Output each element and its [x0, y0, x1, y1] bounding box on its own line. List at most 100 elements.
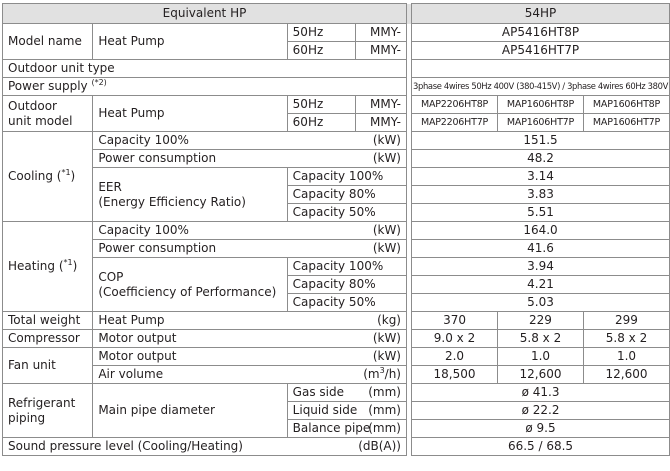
fan-motor-value-2: 1.0: [497, 347, 584, 366]
sound-label: Sound pressure level (Cooling/Heating): [8, 439, 243, 453]
cop-label: COP (Coefficiency of Performance): [92, 257, 288, 312]
heating-capacity-unit: (kW): [372, 223, 401, 237]
cop-value-80: 4.21: [411, 275, 670, 294]
cooling-capacity-value: 151.5: [411, 131, 670, 150]
eer-row-100: EER (Energy Efficiency Ratio) Capacity 10…: [3, 167, 670, 222]
total-weight-value-2: 229: [497, 311, 584, 330]
cop-value-100: 3.94: [411, 257, 670, 276]
outdoor-model-60hz-3: MAP1606HT7P: [582, 113, 670, 132]
outdoor-model-60hz-1: MAP2206HT7P: [411, 113, 498, 132]
power-supply-row: Power supply (*2) 3phase 4wires 50Hz 400…: [2, 77, 670, 96]
compressor-cell: (kW) Motor output: [92, 329, 407, 348]
refrigerant-balance-unit: (mm): [368, 421, 401, 435]
eer-value-100: 3.14: [411, 167, 670, 186]
power-supply-value: 3phase 4wires 50Hz 400V (380-415V) / 3ph…: [411, 77, 670, 96]
model-name-prefix-50hz: MMY-: [355, 23, 407, 42]
compressor-row: Compressor (kW) Motor output 9.0 x 2 5.8 …: [1, 329, 670, 348]
refrigerant-gas-cell: (mm) Gas side: [286, 383, 408, 402]
refrigerant-liquid-unit: (mm): [368, 403, 401, 417]
eer-row-50: Capacity 50% 5.51: [3, 203, 670, 222]
equivalent-hp-value: 54HP: [411, 3, 670, 24]
cop-capacity-50: Capacity 50%: [286, 293, 408, 312]
heating-label: Heating (*1): [1, 221, 94, 312]
refrigerant-balance-cell: (mm) Balance pipe: [286, 419, 408, 438]
heating-power-unit: (kW): [372, 241, 401, 255]
fan-air-unit: (m3/h): [363, 366, 401, 382]
heating-capacity-row: Heating (*1) (kW) Capacity 100% 164.0: [1, 221, 670, 312]
refrigerant-gas-value: ø 41.3: [411, 383, 670, 402]
model-name-60hz: 60Hz: [286, 41, 357, 60]
fan-motor-value-3: 1.0: [582, 347, 670, 366]
model-name-row-50hz: Model name Heat Pump 50Hz MMY- AP5416HT8…: [1, 23, 670, 60]
model-name-label: Model name: [1, 23, 94, 60]
outdoor-unit-model-label: Outdoor unit model: [1, 95, 94, 132]
heating-power-value: 41.6: [411, 239, 670, 258]
fan-unit-label: Fan unit: [1, 347, 94, 384]
total-weight-cell: (kg) Heat Pump: [92, 311, 407, 330]
model-name-value-50hz: AP5416HT8P: [411, 23, 670, 42]
total-weight-sub: Heat Pump: [98, 313, 165, 327]
eer-capacity-80: Capacity 80%: [286, 185, 408, 204]
heating-power-cell: (kW) Power consumption: [92, 239, 407, 258]
power-supply-label: Power supply (*2): [2, 77, 407, 96]
heating-capacity-value: 164.0: [411, 221, 670, 240]
fan-air-row: (m3/h) Air volume 18,500 12,600 12,600: [3, 365, 670, 384]
compressor-unit: (kW): [372, 331, 401, 345]
power-supply-note: (*2): [91, 78, 107, 87]
heating-power-row: (kW) Power consumption 41.6: [3, 239, 670, 258]
fan-air-value-3: 12,600: [582, 365, 670, 384]
cop-capacity-80: Capacity 80%: [286, 275, 408, 294]
fan-motor-unit: (kW): [372, 349, 401, 363]
refrigerant-liquid-value: ø 22.2: [411, 401, 670, 420]
cooling-capacity-row: Cooling (*1) (kW) Capacity 100% 151.5: [1, 131, 670, 222]
cop-value-50: 5.03: [411, 293, 670, 312]
cooling-capacity-label: Capacity 100%: [98, 133, 189, 147]
cop-row-50: Capacity 50% 5.03: [3, 293, 670, 312]
fan-motor-row: Fan unit (kW) Motor output 2.0 1.0 1.0: [1, 347, 670, 384]
refrigerant-balance-label: Balance pipe: [292, 421, 371, 435]
outdoor-model-50hz-2: MAP1606HT8P: [497, 95, 584, 114]
heating-capacity-cell: (kW) Capacity 100%: [92, 221, 407, 240]
refrigerant-gas-unit: (mm): [368, 385, 401, 399]
sound-value: 66.5 / 68.5: [411, 437, 670, 456]
refrigerant-liquid-row: (mm) Liquid side ø 22.2: [3, 401, 670, 420]
heating-power-label: Power consumption: [98, 241, 217, 255]
refrigerant-liquid-cell: (mm) Liquid side: [286, 401, 408, 420]
total-weight-unit: (kg): [377, 313, 401, 327]
sound-row: (dB(A)) Sound pressure level (Cooling/Hea…: [2, 437, 670, 456]
fan-air-value-1: 18,500: [411, 365, 498, 384]
compressor-value-2: 5.8 x 2: [497, 329, 584, 348]
model-name-value-60hz: AP5416HT7P: [411, 41, 670, 60]
outdoor-unit-type-row: Outdoor unit type: [2, 59, 670, 78]
compressor-sub: Motor output: [98, 331, 177, 345]
model-name-row-60hz: 60Hz MMY- AP5416HT7P: [3, 41, 670, 60]
refrigerant-balance-value: ø 9.5: [411, 419, 670, 438]
cop-row-100: COP (Coefficiency of Performance) Capacit…: [3, 257, 670, 312]
refrigerant-label: Refrigerant piping: [1, 383, 94, 438]
eer-value-50: 5.51: [411, 203, 670, 222]
fan-air-cell: (m3/h) Air volume: [92, 365, 407, 384]
cooling-power-cell: (kW) Power consumption: [92, 149, 407, 168]
compressor-value-3: 5.8 x 2: [582, 329, 670, 348]
fan-air-label: Air volume: [98, 367, 164, 381]
heating-capacity-label: Capacity 100%: [98, 223, 189, 237]
outdoor-model-50hz-3: MAP1606HT8P: [582, 95, 670, 114]
equivalent-hp-label: Equivalent HP: [2, 3, 407, 24]
fan-motor-cell: (kW) Motor output: [92, 347, 407, 366]
model-name-prefix-60hz: MMY-: [355, 41, 407, 60]
total-weight-value-1: 370: [411, 311, 498, 330]
refrigerant-liquid-label: Liquid side: [292, 403, 358, 417]
model-name-sub: Heat Pump: [92, 23, 288, 60]
eer-value-80: 3.83: [411, 185, 670, 204]
outdoor-unit-model-row-50hz: Outdoor unit model Heat Pump 50Hz MMY- MA…: [1, 95, 670, 132]
refrigerant-gas-row: Refrigerant piping Main pipe diameter (mm…: [1, 383, 670, 438]
sound-cell: (dB(A)) Sound pressure level (Cooling/Hea…: [2, 437, 407, 456]
outdoor-unit-model-prefix-60hz: MMY-: [355, 113, 407, 132]
outdoor-unit-type-label: Outdoor unit type: [2, 59, 407, 78]
refrigerant-gas-label: Gas side: [292, 385, 344, 399]
header-row: Equivalent HP 54HP: [2, 3, 670, 24]
fan-motor-value-1: 2.0: [411, 347, 498, 366]
outdoor-unit-model-60hz: 60Hz: [286, 113, 357, 132]
total-weight-value-3: 299: [582, 311, 670, 330]
cooling-label: Cooling (*1): [1, 131, 94, 222]
